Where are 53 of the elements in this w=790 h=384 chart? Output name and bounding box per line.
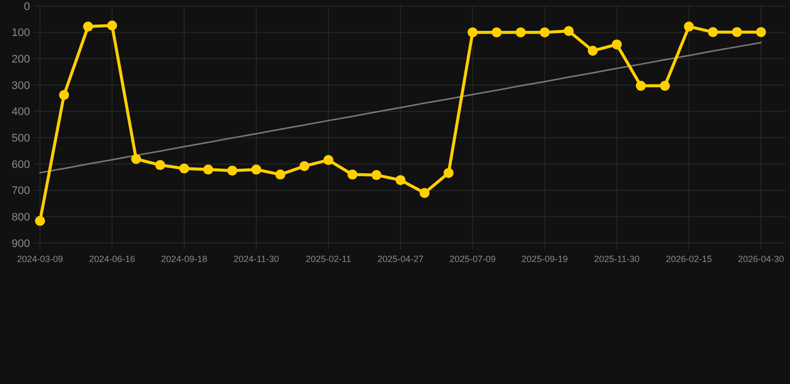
line-series [39, 42, 762, 174]
point [347, 170, 358, 180]
point [564, 26, 574, 36]
x-tick-label: 2024-09-18 [161, 254, 208, 264]
y-tick-label: 200 [12, 54, 30, 66]
point [323, 155, 334, 166]
y-tick-label: 600 [12, 158, 30, 171]
x-tick-label: 2026-02-15 [666, 254, 712, 264]
y-tick-label: 500 [12, 132, 30, 145]
point [660, 80, 670, 91]
y-tick-label: 400 [12, 106, 30, 118]
point [203, 164, 214, 175]
point [468, 27, 478, 38]
point [492, 27, 502, 38]
point [227, 166, 238, 176]
x-tick-label: 2024-11-30 [234, 254, 279, 264]
point [588, 46, 598, 56]
x-tick-label: 2024-03-09 [16, 254, 64, 264]
point [371, 170, 382, 180]
point [35, 216, 45, 226]
point [708, 27, 718, 38]
y-tick-label: 800 [12, 212, 30, 224]
point [131, 154, 142, 164]
x-tick-label: 2025-04-27 [377, 254, 424, 264]
x-tick-label: 2025-11-30 [594, 254, 640, 264]
y-tick-label: 0 [24, 0, 30, 13]
point [275, 170, 286, 180]
y-tick-label: 900 [12, 238, 30, 250]
point [636, 80, 646, 91]
point [756, 27, 766, 38]
point [299, 161, 310, 172]
x-tick-label: 2025-07-09 [450, 254, 496, 264]
point [107, 20, 118, 30]
point [83, 22, 94, 32]
y-tick-label: 700 [12, 185, 30, 198]
y-tick-label: 300 [12, 80, 30, 92]
point [612, 39, 622, 50]
point [420, 188, 430, 198]
point [251, 164, 262, 175]
x-tick-label: 2025-02-11 [306, 254, 352, 264]
point [59, 90, 70, 100]
point [155, 160, 166, 170]
point [444, 168, 454, 178]
x-tick-label: 2024-06-16 [89, 254, 136, 264]
point [396, 175, 406, 186]
point [540, 27, 550, 38]
point [732, 27, 742, 38]
y-tick-label: 100 [12, 27, 30, 40]
point [684, 22, 694, 32]
x-tick-label: 2026-04-30 [738, 254, 784, 264]
point [516, 27, 526, 38]
point [179, 163, 190, 174]
x-tick-label: 2025-09-19 [522, 254, 568, 264]
